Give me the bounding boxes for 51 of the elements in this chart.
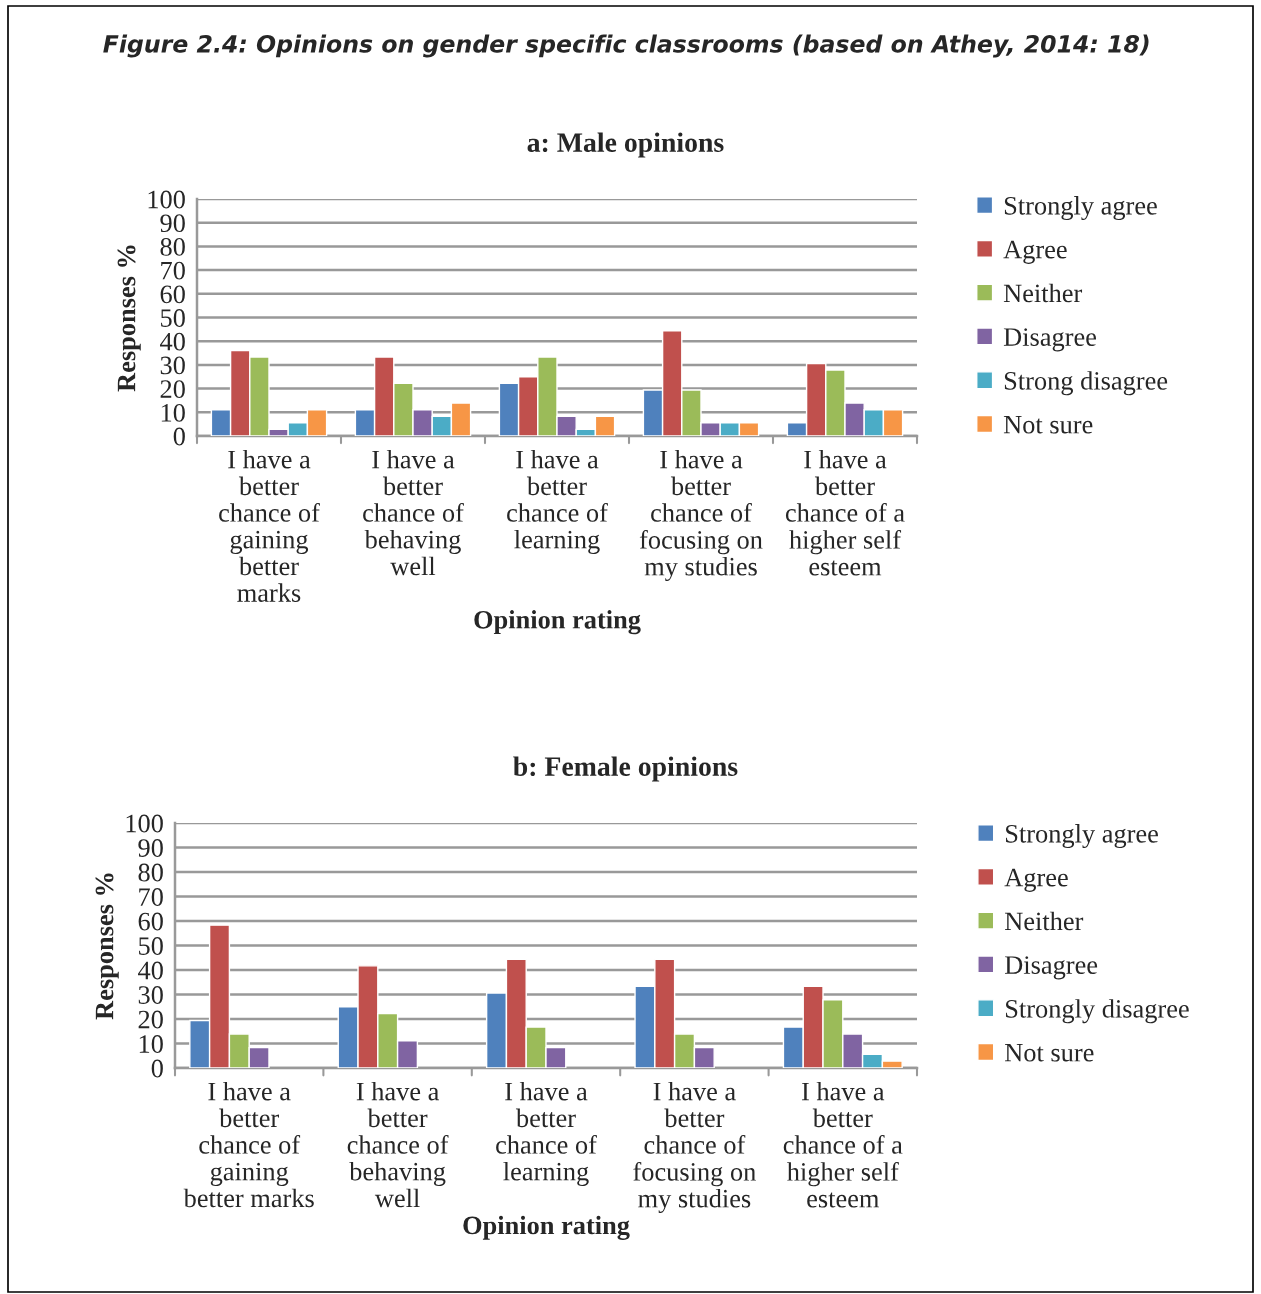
x-tick-label: I have a better chance of gaining better marks — [219, 449, 320, 602]
legend-label: Not sure — [1003, 416, 1093, 434]
x-tick-label: I have a better chance of focusing on my studies — [633, 1081, 756, 1213]
y-tick-label: 20 — [138, 1010, 163, 1029]
y-tick-label: 0 — [151, 1059, 163, 1078]
y-tick-label: 0 — [173, 427, 185, 446]
y-tick-label: 10 — [139, 1035, 163, 1053]
y-tick-label: 100 — [148, 190, 185, 209]
y-tick-label: 70 — [161, 261, 185, 280]
y-tick-label: 80 — [160, 238, 185, 256]
y-tick-label: 60 — [138, 912, 163, 931]
legend-label: Strong disagree — [1004, 371, 1168, 396]
y-tick-label: 80 — [138, 863, 163, 882]
legend-label: Not sure — [1005, 1044, 1094, 1062]
legend-label: Strongly agree — [1004, 196, 1157, 221]
x-tick-label: I have a better chance of learning — [507, 449, 608, 554]
x-axis-title: Opinion rating — [474, 610, 641, 635]
caption: Figure 2.4: Opinions on gender specific classrooms (based on Athey, 2014: 18) — [103, 34, 1149, 58]
y-tick-label: 50 — [139, 937, 163, 955]
y-tick-label: 10 — [161, 403, 185, 422]
legend-label: Neither — [1005, 911, 1084, 931]
y-tick-label: 100 — [126, 814, 163, 833]
y-tick-label: 90 — [160, 214, 185, 233]
y-axis-title: Responses % — [95, 873, 119, 1020]
x-tick-label: I have a better chance of behaving well — [347, 1081, 449, 1208]
x-tick-label: I have a better chance of learning — [496, 1081, 597, 1186]
y-tick-label: 30 — [138, 986, 163, 1004]
x-axis-title: Opinion rating — [463, 1215, 630, 1240]
legend-label: Agree — [1003, 240, 1067, 264]
x-tick-label: I have a better chance of a higher self esteem — [785, 449, 905, 576]
legend-label: Neither — [1003, 283, 1083, 303]
y-tick-label: 20 — [160, 380, 185, 399]
y-tick-label: 60 — [160, 285, 185, 304]
legend-label: Strongly disagree — [1006, 999, 1189, 1024]
y-tick-label: 70 — [139, 888, 163, 906]
x-tick-label: I have a better chance of gaining better marks — [183, 1081, 314, 1208]
legend-label: Strongly agree — [1006, 824, 1158, 849]
legend-label: Disagree — [1003, 328, 1096, 352]
chart-title: b: Female opinions — [513, 756, 738, 782]
y-tick-label: 40 — [160, 332, 185, 351]
x-tick-label: I have a better chance of behaving well — [363, 449, 464, 576]
x-tick-label: I have a better chance of a higher self esteem — [783, 1081, 903, 1208]
y-tick-label: 40 — [138, 961, 163, 980]
y-axis-title: Responses % — [117, 245, 141, 392]
y-tick-label: 50 — [161, 309, 185, 327]
legend-label: Disagree — [1005, 956, 1098, 980]
legend-label: Agree — [1004, 868, 1068, 892]
y-tick-label: 90 — [138, 839, 163, 857]
y-tick-label: 30 — [160, 356, 185, 375]
chart-title: a: Male opinions — [527, 132, 724, 158]
x-tick-label: I have a better chance of focusing on my studies — [639, 449, 763, 581]
